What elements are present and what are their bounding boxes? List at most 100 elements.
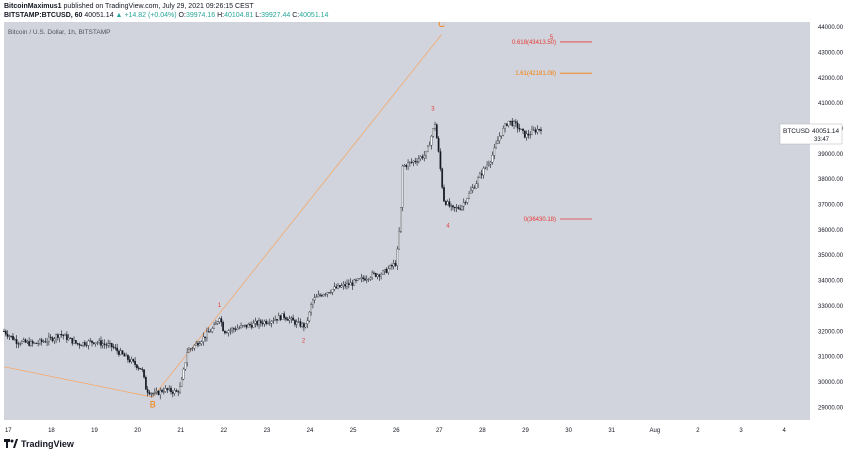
candle-body bbox=[532, 129, 535, 131]
candle-body bbox=[376, 274, 379, 277]
candle-body bbox=[498, 136, 501, 141]
candle-body bbox=[500, 135, 503, 137]
candle-body bbox=[58, 334, 61, 338]
author-name[interactable]: BitcoinMaximus1 bbox=[4, 3, 62, 10]
candle-body bbox=[396, 248, 399, 266]
candle-body bbox=[78, 343, 81, 346]
candle-body bbox=[355, 279, 357, 281]
candle-body bbox=[170, 387, 172, 393]
candle-body bbox=[121, 350, 124, 355]
candle-body bbox=[222, 322, 224, 332]
candle-body bbox=[94, 342, 97, 344]
x-tick-label: 26 bbox=[393, 428, 400, 434]
candle-body bbox=[148, 392, 151, 395]
candle-body bbox=[455, 207, 458, 209]
price-tag-price: 40051.14 bbox=[812, 128, 839, 135]
trendlines[interactable] bbox=[3, 34, 442, 398]
candle-body bbox=[15, 339, 18, 344]
time-axis-ticks: 17 18 19 20 21 22 23 24 25 26 27 28 29 30 31 Aug 2 3 4 bbox=[5, 428, 787, 434]
candle-body bbox=[100, 340, 102, 346]
candle-body bbox=[80, 344, 83, 346]
candle-body bbox=[125, 354, 127, 357]
tradingview-logo[interactable]: TradingView bbox=[4, 439, 74, 449]
candle-body bbox=[304, 323, 307, 328]
candle-body bbox=[344, 284, 347, 287]
candle-body bbox=[319, 294, 321, 296]
wave-labels: B C 1 2 3 4 5 bbox=[150, 22, 554, 409]
candle-body bbox=[495, 143, 497, 149]
x-tick-label: 3 bbox=[739, 428, 743, 434]
candle-body bbox=[66, 334, 68, 340]
candle-body bbox=[277, 315, 280, 321]
y-tick-label: 42000.00 bbox=[818, 76, 844, 82]
candle-body bbox=[328, 292, 330, 294]
candle-body bbox=[213, 324, 215, 329]
x-tick-label: 2 bbox=[696, 428, 700, 434]
high-label: H: bbox=[217, 12, 225, 19]
candle-body bbox=[509, 120, 512, 122]
candle-body bbox=[479, 173, 481, 179]
candle-body bbox=[206, 331, 208, 339]
fib-levels[interactable]: 0.618(43413.50) 1.61(42181.08) 0(36430.18) bbox=[512, 40, 592, 223]
candle-body bbox=[254, 321, 257, 324]
time-axis[interactable] bbox=[0, 420, 850, 436]
y-tick-label: 43000.00 bbox=[818, 50, 844, 56]
candle-body bbox=[434, 124, 436, 129]
candle-body bbox=[312, 299, 314, 305]
candle-body bbox=[430, 136, 433, 146]
candle-body bbox=[119, 350, 122, 355]
candle-body bbox=[511, 120, 514, 126]
candle-body bbox=[53, 338, 56, 342]
candle-body bbox=[177, 391, 180, 393]
candle-body bbox=[218, 318, 221, 322]
candle-body bbox=[367, 278, 370, 280]
candle-body bbox=[342, 284, 345, 286]
candle-body bbox=[326, 292, 329, 295]
candle-body bbox=[423, 155, 426, 159]
price-chart[interactable]: Bitcoin / U.S. Dollar, 1h, BITSTAMP 0.61… bbox=[0, 22, 850, 436]
candle-body bbox=[428, 144, 431, 147]
candle-body bbox=[73, 340, 75, 344]
candle-body bbox=[143, 369, 145, 378]
x-tick-label: 23 bbox=[264, 428, 271, 434]
candle-body bbox=[473, 187, 476, 189]
candle-body bbox=[365, 278, 368, 281]
candle-body bbox=[297, 321, 300, 323]
candle-body bbox=[538, 129, 541, 131]
candle-body bbox=[46, 341, 48, 343]
candle-body bbox=[412, 160, 415, 163]
candle-body bbox=[39, 339, 41, 344]
close-label: C: bbox=[292, 12, 300, 19]
candle-body bbox=[166, 388, 169, 391]
plot-area[interactable] bbox=[4, 22, 810, 420]
candle-body bbox=[136, 364, 138, 369]
candle-body bbox=[493, 147, 496, 156]
candle-body bbox=[360, 277, 363, 279]
candle-body bbox=[76, 342, 79, 345]
candle-body bbox=[444, 201, 447, 205]
candle-body bbox=[33, 342, 36, 344]
wave-label: 1 bbox=[218, 303, 222, 309]
candle-body bbox=[426, 145, 429, 152]
candle-body bbox=[12, 335, 14, 340]
candle-body bbox=[346, 283, 348, 287]
candle-body bbox=[507, 120, 510, 126]
candle-body bbox=[200, 341, 203, 344]
chart-title: Bitcoin / U.S. Dollar, 1h, BITSTAMP bbox=[8, 29, 110, 36]
y-tick-label: 35000.00 bbox=[818, 253, 844, 259]
publish-info: published on TradingView.com, July 29, 2… bbox=[63, 3, 254, 10]
candle-body bbox=[8, 335, 11, 337]
candle-body bbox=[57, 334, 59, 338]
x-tick-label: 30 bbox=[565, 428, 572, 434]
candle-body bbox=[437, 138, 440, 152]
candle-body bbox=[263, 321, 266, 325]
candle-body bbox=[182, 368, 185, 380]
candle-body bbox=[116, 347, 118, 352]
candle-body bbox=[288, 318, 291, 321]
candle-body bbox=[191, 347, 194, 349]
candle-body bbox=[225, 332, 228, 334]
candle-body bbox=[389, 265, 391, 269]
candle-body bbox=[281, 313, 284, 320]
candle-body bbox=[353, 279, 356, 286]
price-axis[interactable] bbox=[810, 22, 850, 420]
